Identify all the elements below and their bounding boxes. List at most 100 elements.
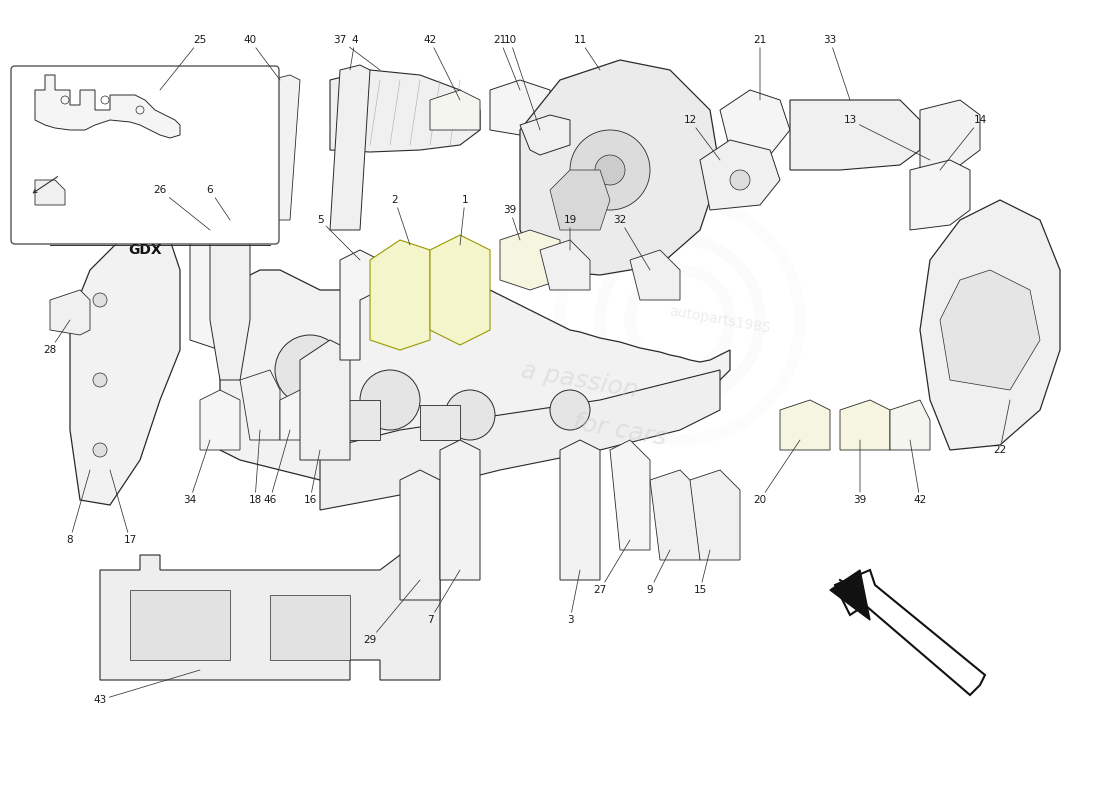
- Circle shape: [94, 293, 107, 307]
- Polygon shape: [330, 65, 370, 230]
- Text: 9: 9: [647, 550, 670, 595]
- Polygon shape: [70, 230, 180, 505]
- Text: 8: 8: [67, 470, 90, 545]
- Bar: [130, 590, 230, 660]
- Polygon shape: [890, 400, 930, 450]
- Polygon shape: [830, 570, 870, 620]
- Polygon shape: [50, 290, 90, 335]
- Text: 15: 15: [693, 550, 710, 595]
- Polygon shape: [260, 75, 300, 220]
- Circle shape: [360, 370, 420, 430]
- Text: 25: 25: [160, 35, 207, 90]
- Circle shape: [94, 443, 107, 457]
- Text: 16: 16: [304, 450, 320, 505]
- Text: 7: 7: [427, 570, 460, 625]
- Polygon shape: [500, 230, 560, 290]
- Text: 40: 40: [243, 35, 280, 80]
- Polygon shape: [240, 370, 280, 440]
- Text: 3: 3: [566, 570, 580, 625]
- Text: GDX: GDX: [129, 243, 162, 257]
- Polygon shape: [420, 405, 460, 440]
- Polygon shape: [540, 240, 590, 290]
- Text: 42: 42: [910, 440, 926, 505]
- Polygon shape: [835, 570, 984, 695]
- Polygon shape: [440, 440, 480, 580]
- Polygon shape: [280, 390, 310, 440]
- Text: 14: 14: [940, 115, 987, 170]
- Text: 1: 1: [460, 195, 469, 245]
- Circle shape: [94, 373, 107, 387]
- Polygon shape: [630, 250, 680, 300]
- Text: 32: 32: [614, 215, 650, 270]
- Polygon shape: [690, 470, 740, 560]
- Polygon shape: [920, 200, 1060, 450]
- Polygon shape: [300, 340, 350, 460]
- Circle shape: [446, 390, 495, 440]
- Text: 20: 20: [754, 440, 800, 505]
- Text: 43: 43: [94, 670, 200, 705]
- Text: autoparts1985: autoparts1985: [669, 304, 772, 336]
- Text: 5: 5: [317, 215, 360, 260]
- Text: 21: 21: [754, 35, 767, 100]
- Text: 6: 6: [207, 185, 230, 220]
- Text: a passion: a passion: [519, 358, 640, 402]
- Text: 39: 39: [504, 205, 520, 240]
- Text: 29: 29: [363, 580, 420, 645]
- FancyBboxPatch shape: [11, 66, 279, 244]
- Polygon shape: [210, 210, 250, 380]
- Circle shape: [950, 280, 1030, 360]
- Polygon shape: [190, 210, 230, 350]
- Circle shape: [730, 170, 750, 190]
- Circle shape: [275, 335, 345, 405]
- Text: 46: 46: [263, 430, 290, 505]
- Polygon shape: [340, 250, 379, 360]
- Polygon shape: [790, 100, 920, 170]
- Polygon shape: [490, 80, 550, 135]
- Polygon shape: [560, 440, 600, 580]
- Text: for cars: for cars: [571, 410, 669, 450]
- Polygon shape: [370, 240, 430, 350]
- Text: 22: 22: [993, 400, 1010, 455]
- Polygon shape: [720, 90, 790, 155]
- Text: 34: 34: [184, 440, 210, 505]
- Text: 26: 26: [153, 185, 210, 230]
- Polygon shape: [920, 100, 980, 170]
- Polygon shape: [520, 60, 720, 275]
- Polygon shape: [650, 470, 700, 560]
- Circle shape: [570, 130, 650, 210]
- Polygon shape: [840, 400, 890, 450]
- Text: 37: 37: [333, 35, 380, 70]
- Text: 12: 12: [683, 115, 720, 160]
- Polygon shape: [910, 160, 970, 230]
- Polygon shape: [700, 140, 780, 210]
- Text: 10: 10: [504, 35, 540, 130]
- Polygon shape: [220, 255, 730, 480]
- Polygon shape: [35, 75, 180, 138]
- Text: 42: 42: [424, 35, 460, 100]
- Polygon shape: [320, 370, 720, 510]
- Polygon shape: [550, 170, 610, 230]
- Text: 33: 33: [824, 35, 850, 100]
- Polygon shape: [200, 390, 240, 450]
- Polygon shape: [610, 440, 650, 550]
- Circle shape: [550, 390, 590, 430]
- Polygon shape: [430, 90, 480, 130]
- Text: 28: 28: [43, 320, 70, 355]
- Text: 21: 21: [494, 35, 520, 90]
- Polygon shape: [35, 180, 65, 205]
- Bar: [270, 595, 350, 660]
- Text: 13: 13: [844, 115, 930, 160]
- Text: 18: 18: [249, 430, 262, 505]
- Text: 2: 2: [392, 195, 410, 245]
- Text: 27: 27: [593, 540, 630, 595]
- Text: 17: 17: [110, 470, 136, 545]
- Polygon shape: [520, 115, 570, 155]
- Text: 11: 11: [573, 35, 600, 70]
- Text: 19: 19: [563, 215, 576, 250]
- Polygon shape: [430, 235, 490, 345]
- Text: 4: 4: [350, 35, 359, 70]
- Polygon shape: [400, 470, 440, 600]
- Circle shape: [595, 155, 625, 185]
- Polygon shape: [940, 270, 1040, 390]
- Polygon shape: [340, 400, 379, 440]
